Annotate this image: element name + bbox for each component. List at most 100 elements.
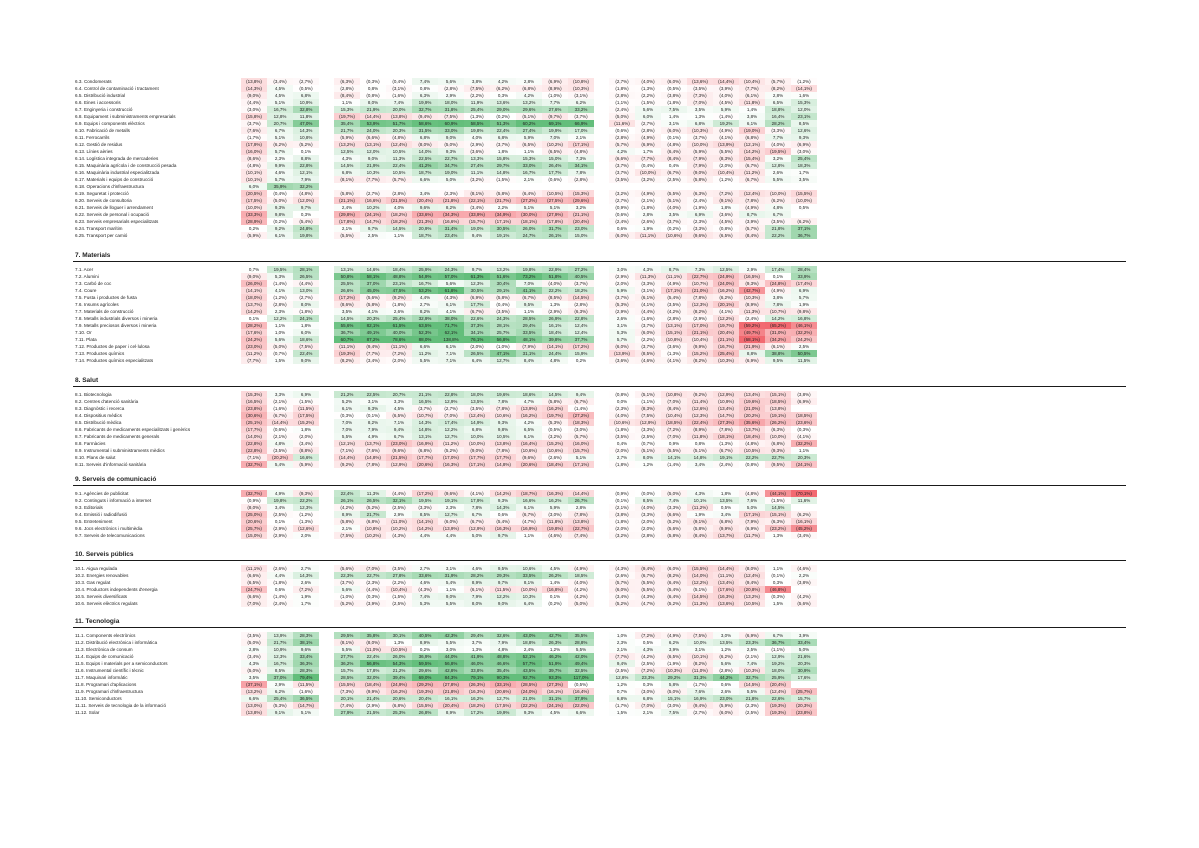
value-cell: (7,5%): [464, 85, 490, 92]
value-cell: (5,2%): [360, 504, 386, 511]
value-cell: (5,8%): [490, 294, 516, 301]
value-cell: 49,4%: [568, 660, 594, 667]
value-cell: (3,6%): [661, 343, 687, 350]
value-cell: (12,4%): [739, 190, 765, 197]
row-label: 6.18. Operacions d'infraestructura: [75, 184, 145, 189]
value-cell: (3,1%): [568, 92, 594, 99]
value-cell: 8,5%: [267, 667, 293, 674]
value-cell: (7,4%): [568, 532, 594, 539]
value-cell: (11,3%): [687, 600, 713, 607]
value-cell: (59,2%): [739, 322, 765, 329]
value-cell: (6,2%): [713, 294, 739, 301]
value-cell: (9,2%): [386, 294, 412, 301]
value-cell: (10,0%): [516, 586, 542, 593]
value-cell: 47,1%: [490, 350, 516, 357]
value-cell: 7,0%: [334, 419, 360, 426]
value-cell: (7,9%): [739, 518, 765, 525]
value-cell: (3,3%): [635, 280, 661, 287]
value-cell: 32,9%: [412, 315, 438, 322]
value-cell: 53,9%: [360, 120, 386, 127]
value-cell: (10,8%): [661, 391, 687, 398]
value-cell: 25,9%: [412, 266, 438, 273]
value-cell: (5,7%): [609, 579, 635, 586]
value-cell: (2,0%): [635, 525, 661, 532]
value-cell: (2,0%): [386, 357, 412, 364]
table-row: 9.4. Emissió i radiodifusió (25,0%) (2,5%)…: [0, 511, 1199, 518]
value-cell: (8,4%): [687, 532, 713, 539]
value-cell: (3,3%): [661, 504, 687, 511]
value-cell: (20,6%): [412, 461, 438, 468]
value-cell: 1,1%: [765, 565, 791, 572]
value-cell: (22,8%): [241, 447, 267, 454]
value-cell: (19,3%): [334, 350, 360, 357]
value-cell: (7,8%): [490, 405, 516, 412]
value-cell: (2,8%): [609, 92, 635, 99]
value-cell: (2,2%): [635, 336, 661, 343]
value-cell: 33,4%: [791, 639, 817, 646]
value-cell: 15,7%: [791, 695, 817, 702]
value-cell: 87,2%: [360, 336, 386, 343]
value-cell: (1,5%): [490, 176, 516, 183]
table-row: 10.4. Productors independents d'energia(…: [0, 586, 1199, 593]
value-cell: (49,7%): [739, 329, 765, 336]
value-cell: 16,9%: [687, 695, 713, 702]
value-cell: (9,0%): [464, 447, 490, 454]
value-cell: (6,9%): [542, 78, 568, 85]
value-cell: 4,5%: [542, 709, 568, 716]
value-cell: (3,9%): [360, 600, 386, 607]
value-cell: 37,0%: [360, 280, 386, 287]
value-cell: (0,6%): [609, 211, 635, 218]
value-cell: (4,1%): [713, 134, 739, 141]
value-cell: 37,1%: [791, 225, 817, 232]
value-cell: (11,3%): [635, 273, 661, 280]
value-cell: (24,0%): [713, 280, 739, 287]
value-cell: 4,8%: [267, 440, 293, 447]
value-cell: 20,7%: [267, 120, 293, 127]
value-cell: (6,3%): [687, 190, 713, 197]
value-cell: 9,4%: [568, 391, 594, 398]
value-cell: 6,0%: [635, 113, 661, 120]
value-cell: (3,5%): [609, 176, 635, 183]
value-cell: 33,6%: [412, 572, 438, 579]
value-cell: (7,7%): [635, 155, 661, 162]
value-cell: (3,2%): [609, 190, 635, 197]
value-cell: 35,9%: [267, 183, 293, 190]
value-cell: (3,0%): [635, 688, 661, 695]
value-cell: 9,3%: [490, 497, 516, 504]
value-cell: 0,5%: [713, 504, 739, 511]
table-row: 7.1. Acer 0,7% 19,5% 28,1% 13,1% 14,6% 18,4% 25…: [0, 266, 1199, 273]
value-cell: 3,2%: [765, 155, 791, 162]
value-cell: 22,5%: [412, 155, 438, 162]
value-cell: 7,5%: [661, 709, 687, 716]
value-cell: 22,8%: [568, 315, 594, 322]
value-cell: 6,6%: [241, 695, 267, 702]
value-cell: (21,5%): [386, 197, 412, 204]
value-cell: 0,6%: [713, 681, 739, 688]
value-cell: (4,2%): [334, 504, 360, 511]
value-cell: (16,9%): [516, 525, 542, 532]
value-cell: [490, 183, 516, 190]
value-cell: 42,7%: [542, 632, 568, 639]
value-cell: 28,3%: [293, 632, 319, 639]
value-cell: 0,8%: [412, 85, 438, 92]
value-cell: (2,0%): [609, 447, 635, 454]
value-cell: (10,3%): [687, 127, 713, 134]
value-cell: (2,5%): [609, 667, 635, 674]
value-cell: 34,7%: [438, 162, 464, 169]
value-cell: (3,7%): [412, 405, 438, 412]
value-cell: (3,0%): [241, 106, 267, 113]
value-cell: (2,8%): [568, 176, 594, 183]
value-cell: (7,7%): [609, 653, 635, 660]
value-cell: (20,1%): [713, 301, 739, 308]
value-cell: 6,4%: [516, 600, 542, 607]
value-cell: (1,8%): [609, 426, 635, 433]
value-cell: (6,5%): [713, 232, 739, 239]
value-cell: 4,6%: [267, 169, 293, 176]
value-cell: 0,8%: [360, 85, 386, 92]
value-cell: (17,1%): [464, 461, 490, 468]
value-cell: (13,6%): [713, 600, 739, 607]
value-cell: 9,3%: [516, 709, 542, 716]
value-cell: 26,2%: [542, 572, 568, 579]
value-cell: (11,2%): [739, 169, 765, 176]
value-cell: 34,1%: [464, 329, 490, 336]
